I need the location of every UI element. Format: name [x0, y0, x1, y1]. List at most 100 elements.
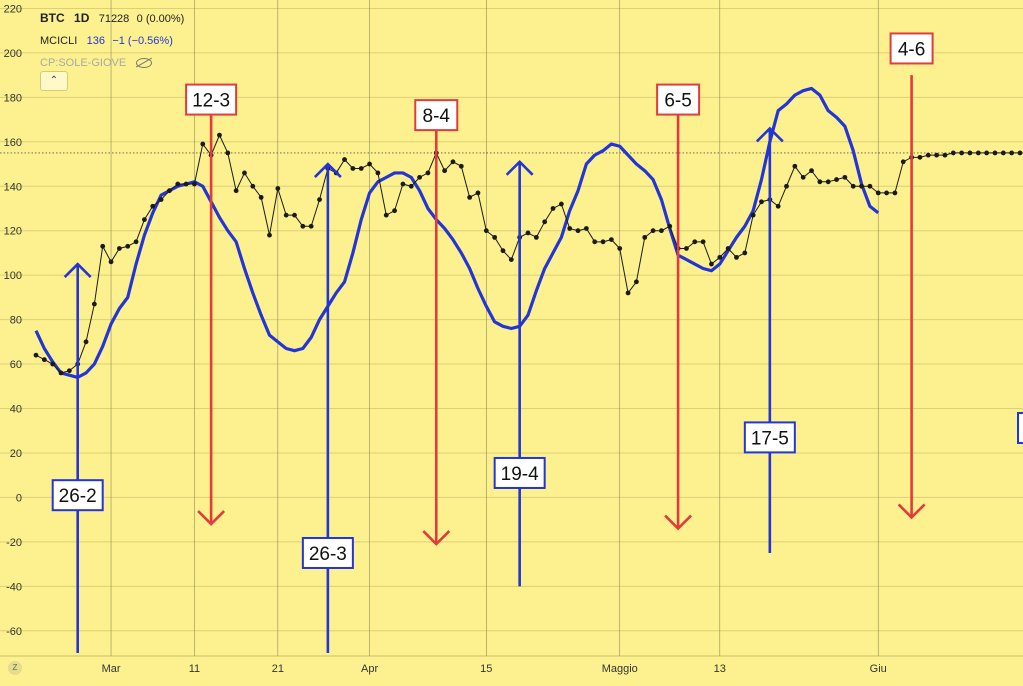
- x-tick-label: 11: [189, 663, 200, 675]
- y-tick-label: 20: [10, 448, 22, 460]
- date-label-6-5: 6-5: [664, 91, 691, 112]
- legend-overlay-name[interactable]: CP:SOLE-GIOVE: [40, 57, 127, 69]
- price-point: [867, 183, 873, 189]
- price-point: [650, 228, 656, 234]
- legend-price: 71228: [98, 13, 130, 25]
- price-point: [809, 168, 814, 174]
- price-point: [100, 243, 106, 249]
- price-point: [550, 206, 556, 211]
- legend-change: 0 (0.00%): [136, 13, 185, 25]
- price-point: [642, 234, 648, 240]
- price-point: [1017, 150, 1023, 156]
- price-point: [992, 150, 998, 156]
- price-point: [58, 370, 64, 376]
- price-point: [41, 357, 47, 363]
- price-point: [292, 212, 297, 218]
- price-point: [533, 234, 539, 240]
- chart-legend: BTC 1D 71228 0 (0.00%) MCICLI 136 −1 (−0…: [40, 8, 184, 74]
- price-point: [392, 208, 397, 214]
- price-point: [884, 190, 889, 196]
- price-point: [367, 161, 372, 167]
- y-tick-label: -40: [6, 581, 22, 593]
- price-point: [817, 179, 823, 185]
- x-tick-label: 21: [272, 663, 284, 675]
- price-point: [967, 150, 973, 156]
- legend-indicator-change: −1 (−0.56%): [112, 35, 173, 47]
- price-point: [859, 183, 864, 189]
- price-point: [725, 246, 731, 251]
- price-point: [175, 181, 181, 187]
- y-tick-label: 220: [4, 3, 22, 15]
- price-point: [959, 150, 965, 156]
- price-point: [267, 232, 272, 238]
- legend-collapse-button[interactable]: ⌃: [40, 71, 68, 91]
- y-tick-label: 40: [10, 404, 22, 416]
- timezone-badge[interactable]: Z: [8, 661, 22, 675]
- y-tick-label: 100: [4, 270, 22, 282]
- price-point: [425, 170, 431, 176]
- price-point: [283, 212, 289, 218]
- price-point: [183, 181, 189, 187]
- price-point: [934, 152, 940, 158]
- price-point: [717, 254, 723, 260]
- price-point: [600, 239, 606, 245]
- price-point: [33, 352, 39, 358]
- legend-symbol-row: BTC 1D 71228 0 (0.00%): [40, 8, 184, 30]
- x-tick-label: Maggio: [602, 663, 638, 675]
- price-point: [608, 237, 614, 242]
- price-point: [1009, 150, 1015, 156]
- price-point: [734, 254, 739, 260]
- price-point: [383, 212, 389, 218]
- arrow-head-12-3: [197, 510, 226, 526]
- date-label-19-4: 19-4: [501, 464, 539, 485]
- price-point: [108, 259, 114, 265]
- x-tick-label: Apr: [361, 663, 378, 675]
- price-point: [684, 246, 689, 251]
- y-tick-label: -60: [6, 626, 22, 638]
- price-point: [542, 219, 548, 225]
- date-label-17-5: 17-5: [751, 428, 789, 449]
- price-point: [792, 163, 798, 169]
- price-point: [842, 174, 848, 180]
- price-point: [317, 197, 322, 202]
- price-point: [475, 190, 481, 196]
- hidden-eye-icon[interactable]: [135, 57, 152, 68]
- price-point: [167, 188, 172, 194]
- date-box-19-4: [493, 456, 546, 489]
- date-box-4-6: [889, 32, 934, 65]
- y-tick-label: 120: [4, 226, 22, 238]
- y-tick-label: 80: [10, 315, 22, 327]
- price-point: [800, 174, 806, 180]
- y-tick-label: -20: [6, 537, 22, 549]
- price-point: [217, 132, 222, 138]
- date-label-8-4: 8-4: [423, 106, 451, 127]
- price-point: [91, 301, 97, 307]
- price-point: [700, 239, 706, 245]
- price-point: [233, 188, 239, 194]
- price-point: [300, 223, 306, 229]
- arrow-head-19-4: [505, 159, 534, 176]
- price-point: [617, 246, 623, 251]
- y-tick-label: 160: [4, 137, 22, 149]
- price-point: [116, 246, 122, 251]
- price-point: [142, 217, 147, 222]
- price-point: [442, 168, 448, 174]
- price-point: [375, 170, 381, 176]
- x-tick-label: Giu: [870, 663, 887, 675]
- date-box-6-5: [656, 83, 701, 116]
- legend-symbol[interactable]: BTC: [40, 11, 65, 25]
- price-point: [342, 157, 347, 162]
- arrow-head-8-4: [422, 530, 451, 546]
- date-box-12-3: [185, 83, 238, 116]
- price-point: [1000, 150, 1006, 156]
- price-point: [358, 166, 364, 171]
- legend-interval[interactable]: 1D: [74, 11, 90, 25]
- legend-indicator-name[interactable]: MCICLI: [40, 35, 78, 47]
- arrow-head-26-2: [63, 262, 92, 278]
- price-point: [592, 239, 598, 245]
- date-label-12-3: 12-3: [192, 91, 230, 112]
- price-point: [133, 239, 139, 245]
- price-point: [500, 248, 506, 254]
- price-point: [692, 239, 698, 245]
